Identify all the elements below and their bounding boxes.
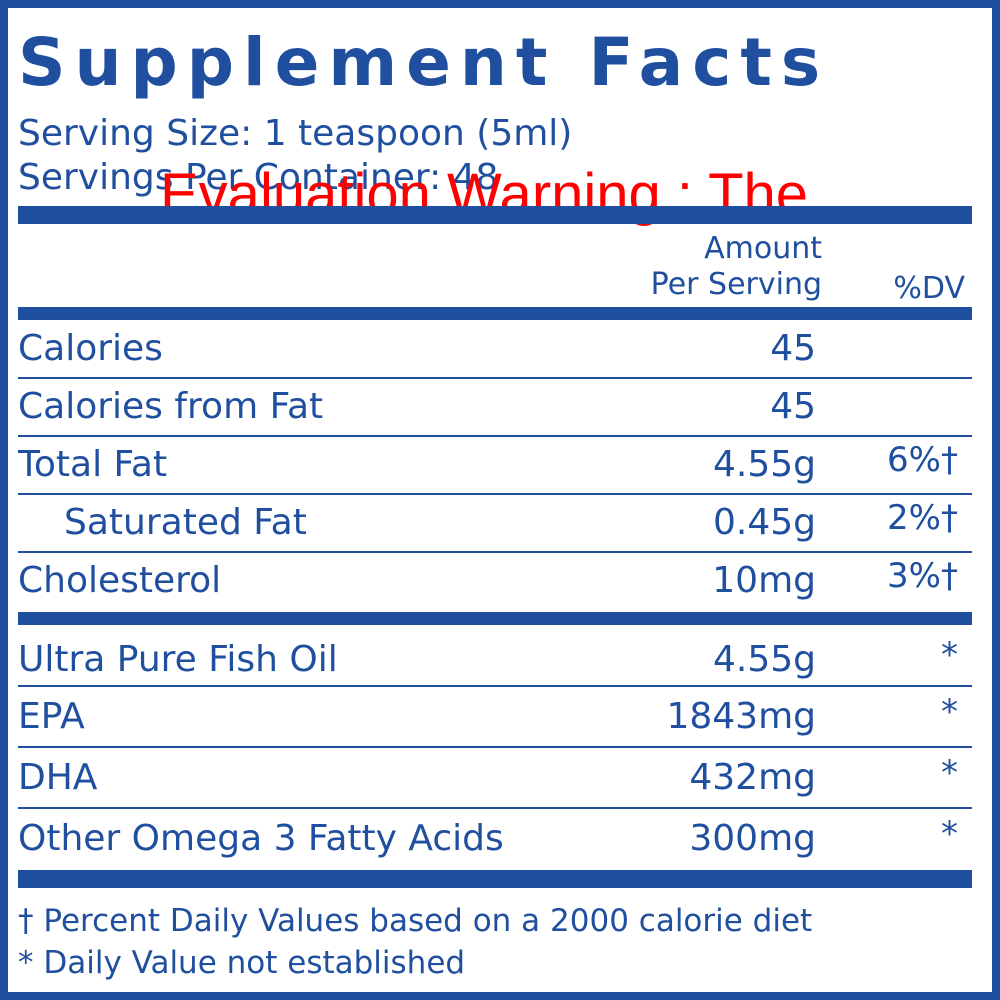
servings-per-container: Servings Per Container: 48 [18,157,499,198]
nutrient-dv: * [941,691,958,732]
nutrient-name: Cholesterol [18,560,222,601]
nutrient-name: Ultra Pure Fish Oil [18,638,338,680]
row-divider [18,746,972,748]
nutrient-dv: * [941,752,958,793]
divider-bar [18,307,972,320]
nutrient-name: Calories from Fat [18,386,324,427]
nutrient-dv: 2%† [887,498,958,538]
row-divider [18,435,972,437]
row-divider [18,807,972,809]
row-divider [18,493,972,495]
footnote: * Daily Value not established [18,945,466,981]
nutrient-amount: 45 [770,328,816,369]
divider-bar [18,870,972,888]
nutrient-amount: 4.55g [712,638,816,680]
per-serving-header: Per Serving [650,267,822,302]
title: Supplement Facts [18,24,830,101]
nutrient-dv: * [941,634,958,675]
amount-header: Amount [704,231,822,266]
nutrient-dv: 6%† [887,440,958,480]
nutrient-name: EPA [18,695,85,737]
nutrient-dv: 3%† [887,556,958,596]
nutrient-amount: 45 [770,386,816,427]
nutrient-dv: * [941,813,958,854]
dv-header: %DV [893,271,965,306]
nutrient-name: Saturated Fat [64,502,307,543]
nutrient-name: Calories [18,328,163,369]
nutrient-amount: 432mg [689,756,816,798]
nutrient-amount: 300mg [689,817,816,859]
nutrient-name: DHA [18,756,98,798]
nutrient-amount: 10mg [712,560,816,601]
row-divider [18,551,972,553]
nutrient-name: Total Fat [18,444,168,485]
nutrient-amount: 4.55g [712,444,816,485]
divider-bar [18,612,972,625]
footnote: † Percent Daily Values based on a 2000 c… [18,903,813,939]
nutrient-name: Other Omega 3 Fatty Acids [18,817,504,859]
row-divider [18,685,972,687]
divider-bar [18,206,972,224]
row-divider [18,377,972,379]
nutrient-amount: 1843mg [666,695,816,737]
serving-size: Serving Size: 1 teaspoon (5ml) [18,113,573,154]
nutrient-amount: 0.45g [712,502,816,543]
